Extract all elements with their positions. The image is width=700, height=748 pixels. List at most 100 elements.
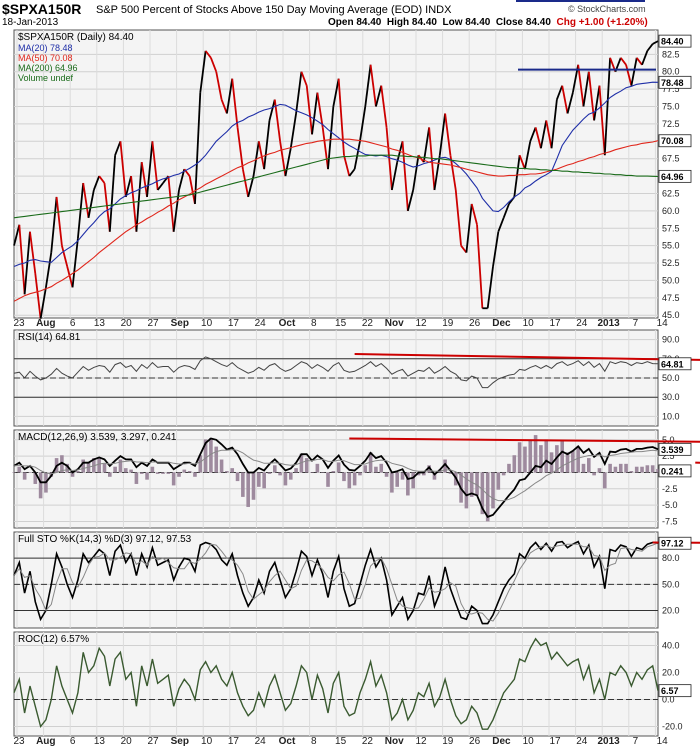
- y-tick-label-price: 82.5: [662, 49, 680, 59]
- x-tick-label: 8: [311, 736, 317, 747]
- x-tick-label: 14: [657, 318, 669, 329]
- price-segment: [444, 113, 452, 156]
- x-tick-label: 6: [70, 736, 76, 747]
- price-segment: [348, 168, 356, 177]
- price-segment: [130, 176, 138, 232]
- panel-title-roc: ROC(12) 6.57%: [18, 634, 89, 645]
- price-segment: [108, 155, 117, 232]
- price-segment: [566, 92, 574, 114]
- macd-histogram-bar: [565, 452, 570, 473]
- macd-histogram-bar: [320, 472, 325, 473]
- rsi-line: [13, 356, 659, 389]
- x-tick-label: 12: [415, 736, 427, 747]
- macd-histogram-bar: [134, 472, 139, 484]
- price-segment: [545, 120, 553, 149]
- price-segment: [61, 245, 69, 267]
- price-segment: [252, 141, 260, 177]
- macd-histogram-bar: [597, 468, 602, 473]
- price-segment: [45, 252, 53, 288]
- price-segment: [135, 162, 143, 232]
- price-segment: [18, 224, 26, 295]
- chart-date: 18-Jan-2013: [2, 17, 59, 28]
- price-segment: [204, 50, 212, 59]
- macd-histogram-bar: [331, 471, 336, 473]
- y-tick-label-stochastic: 20.0: [662, 606, 680, 616]
- price-segment: [529, 127, 537, 142]
- macd-histogram-bar: [379, 463, 384, 473]
- macd-histogram-bar: [246, 472, 250, 507]
- price-segment: [470, 203, 478, 226]
- macd-histogram-bar: [352, 472, 357, 486]
- x-tick-label: 22: [362, 736, 374, 747]
- price-segment: [582, 71, 590, 107]
- macd-histogram-bar: [400, 472, 405, 480]
- y-tick-label-macd: 2.5: [662, 451, 675, 461]
- panel-roc: -20.0 0.0 20.0 40.0 6.57 ROC(12) 6.57%: [13, 631, 692, 737]
- value-tag-label: 70.08: [661, 136, 684, 146]
- price-segment: [114, 140, 122, 156]
- macd-histogram-bar: [501, 472, 506, 476]
- value-tag-box: [658, 134, 692, 148]
- macd-histogram-bar: [272, 465, 277, 473]
- macd-histogram-bar: [241, 472, 245, 497]
- x-tick-label: 2013: [597, 736, 620, 747]
- y-tick-label-price: 50.0: [662, 275, 680, 285]
- price-segment: [497, 217, 505, 233]
- macd-histogram-bar: [512, 455, 517, 473]
- panel-title-stochastic: Full STO %K(14,3) %D(3) 97.12, 97.53: [18, 534, 192, 545]
- macd-histogram-bar: [283, 472, 288, 486]
- price-segment: [524, 141, 532, 170]
- macd-histogram-bar: [374, 466, 378, 473]
- price-segment: [556, 85, 564, 100]
- y-tick-label-rsi: 90.0: [662, 335, 680, 345]
- macd-histogram-bar: [145, 472, 149, 480]
- price-segment: [492, 231, 500, 267]
- macd-histogram-bar: [390, 472, 394, 493]
- price-segment: [50, 196, 58, 253]
- y-tick-label-price: 47.5: [662, 293, 680, 303]
- x-tick-label: 13: [94, 318, 106, 329]
- macd-histogram-bar: [533, 435, 538, 473]
- y-tick-label-macd: -2.5: [662, 484, 678, 494]
- stoch-d-line: [13, 542, 659, 622]
- macd-histogram-bar: [92, 458, 96, 473]
- x-tick-label: 10: [201, 318, 213, 329]
- macd-histogram-bar: [17, 466, 22, 473]
- stockcharts-watermark: © StockCharts.com: [568, 4, 646, 14]
- x-tick-label: 10: [523, 318, 535, 329]
- price-segment: [23, 231, 31, 295]
- value-tag-label: 6.57: [661, 686, 679, 696]
- macd-histogram-bar: [549, 452, 554, 473]
- price-segment: [593, 85, 601, 121]
- y-tick-label-price: 60.0: [662, 206, 680, 216]
- price-segment: [476, 224, 484, 309]
- x-tick-label: 26: [469, 318, 481, 329]
- macd-histogram-bar: [113, 466, 117, 473]
- x-tick-label: 6: [70, 318, 76, 329]
- price-segment: [412, 155, 420, 191]
- x-tick-label: 14: [657, 736, 669, 747]
- macd-histogram-bar: [267, 472, 272, 474]
- y-tick-label-roc: 40.0: [662, 641, 680, 651]
- value-tag-label: 0.241: [661, 466, 684, 476]
- macd-histogram-bar: [123, 468, 128, 473]
- x-tick-label: 12: [415, 318, 427, 329]
- price-segment: [449, 155, 457, 191]
- price-segment: [119, 141, 127, 198]
- price-segment: [343, 154, 351, 177]
- ohlc-high: High 84.40: [386, 17, 437, 28]
- macd-histogram-bar: [150, 466, 155, 473]
- price-segment: [577, 64, 585, 107]
- macd-histogram-bar: [560, 440, 564, 473]
- price-segment: [438, 113, 447, 156]
- macd-histogram-bar: [581, 463, 586, 473]
- x-tick-label: Sep: [171, 736, 189, 747]
- macd-histogram-bar: [225, 471, 229, 473]
- macd-histogram-bar: [33, 472, 38, 484]
- y-tick-label-price: 72.5: [662, 119, 680, 129]
- macd-histogram-bar: [528, 440, 533, 473]
- value-tag-box: [658, 169, 692, 183]
- macd-histogram-bar: [443, 459, 447, 473]
- macd-histogram-bar: [576, 446, 580, 473]
